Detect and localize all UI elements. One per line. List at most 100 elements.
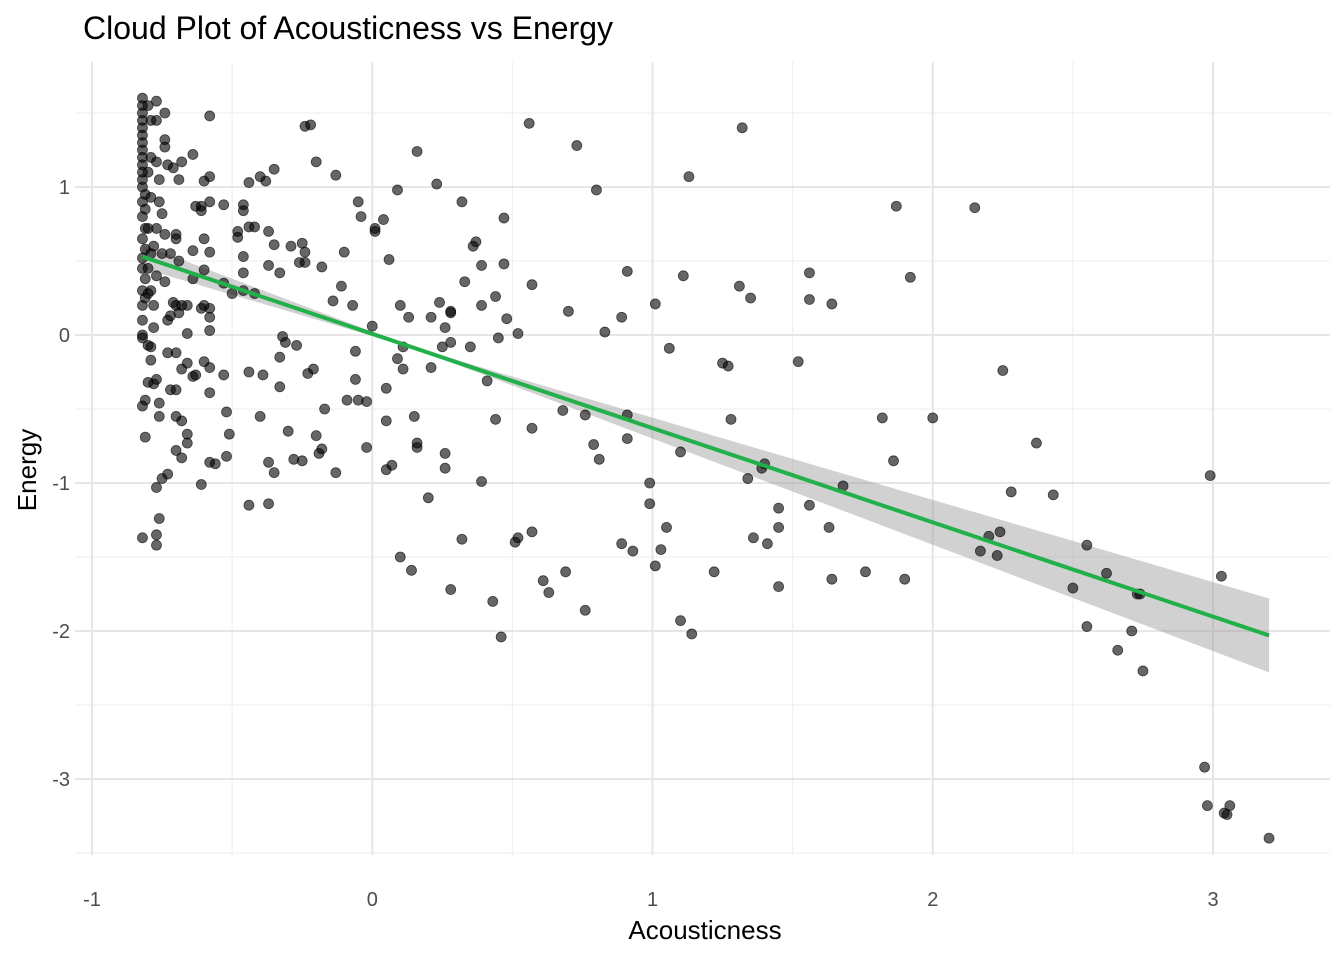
data-point: [330, 467, 342, 479]
data-point: [997, 365, 1009, 376]
data-point: [151, 482, 162, 493]
data-point: [445, 305, 457, 317]
data-point: [406, 564, 417, 576]
data-point: [142, 100, 154, 111]
data-point: [204, 311, 216, 323]
data-point: [263, 456, 274, 468]
data-point: [159, 276, 171, 288]
data-point: [1031, 437, 1042, 449]
data-point: [675, 615, 686, 627]
data-point: [151, 539, 162, 551]
data-point: [198, 233, 210, 245]
data-point: [773, 581, 785, 592]
data-point: [204, 171, 216, 183]
data-point: [204, 110, 216, 122]
data-point: [1067, 582, 1079, 594]
data-point: [296, 455, 308, 467]
data-point: [543, 587, 555, 598]
data-point: [181, 437, 193, 449]
data-point: [1204, 470, 1216, 482]
data-point: [151, 156, 162, 168]
data-point: [137, 532, 148, 544]
data-point: [994, 526, 1006, 538]
data-point: [736, 122, 748, 134]
data-point: [170, 347, 182, 359]
data-point: [742, 473, 754, 484]
confidence-band: [142, 244, 1270, 673]
data-point: [1221, 809, 1233, 820]
data-point: [762, 538, 773, 550]
data-point: [338, 246, 350, 258]
data-point: [792, 356, 804, 368]
data-point: [745, 292, 756, 304]
data-point: [649, 560, 661, 572]
data-point: [422, 492, 434, 504]
data-point: [181, 357, 193, 369]
data-point: [725, 413, 737, 425]
data-point: [274, 351, 286, 363]
chart-title: Cloud Plot of Acousticness vs Energy: [83, 10, 613, 46]
data-point: [495, 631, 507, 643]
y-tick-label: -1: [52, 473, 70, 495]
data-point: [167, 162, 179, 174]
data-point: [627, 545, 639, 557]
data-point: [1005, 486, 1017, 498]
x-axis-ticks: -1 0 1 2 3: [83, 889, 1218, 911]
data-point: [209, 458, 221, 470]
data-point: [476, 476, 487, 487]
data-point: [159, 107, 171, 119]
data-point: [490, 413, 501, 425]
data-point: [243, 366, 255, 378]
y-tick-label: 1: [59, 177, 70, 199]
data-point: [481, 375, 493, 387]
data-point: [526, 279, 538, 291]
data-point: [1101, 567, 1112, 579]
data-point: [677, 270, 689, 282]
data-point: [1081, 539, 1093, 551]
data-point: [159, 228, 171, 240]
data-point: [593, 453, 605, 465]
data-point: [181, 299, 193, 311]
y-tick-label: -2: [52, 621, 70, 643]
data-point: [176, 452, 188, 464]
data-point: [282, 425, 294, 437]
data-point: [153, 174, 165, 186]
data-point: [285, 240, 297, 252]
data-point: [181, 328, 193, 339]
data-point: [137, 314, 148, 326]
data-point: [733, 280, 745, 292]
data-point: [263, 225, 274, 237]
data-point: [436, 341, 448, 353]
trend-line: [141, 254, 1270, 638]
data-point: [299, 257, 311, 268]
data-point: [274, 267, 286, 279]
data-point: [142, 288, 154, 299]
data-point: [425, 311, 437, 323]
data-point: [204, 196, 216, 208]
data-point: [170, 445, 182, 456]
data-point: [439, 447, 451, 459]
data-point: [492, 332, 504, 344]
data-point: [151, 223, 162, 234]
data-point: [176, 156, 188, 168]
data-point: [268, 239, 280, 251]
data-point: [316, 443, 328, 455]
data-point: [526, 526, 538, 538]
data-point: [498, 258, 510, 270]
data-point: [145, 354, 157, 366]
data-point: [165, 248, 176, 260]
data-point: [386, 459, 398, 471]
data-point: [226, 288, 238, 299]
data-point: [655, 544, 667, 555]
data-point: [397, 363, 409, 375]
data-point: [1047, 489, 1059, 501]
data-point: [991, 550, 1003, 561]
data-point: [268, 163, 280, 175]
data-point: [198, 264, 210, 276]
data-point: [187, 371, 199, 382]
x-tick-label: 1: [647, 889, 658, 911]
data-point: [644, 477, 656, 489]
data-point: [204, 362, 216, 373]
data-point: [137, 299, 148, 311]
data-point: [223, 428, 235, 440]
